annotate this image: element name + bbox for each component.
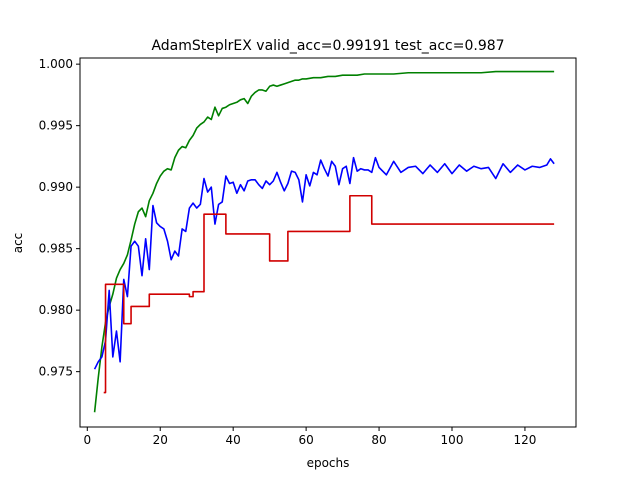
y-axis-label: acc <box>11 233 25 254</box>
y-tick-label: 1.000 <box>39 57 73 71</box>
series-line-2 <box>93 156 555 370</box>
x-tick-label: 80 <box>371 433 386 447</box>
x-tick-label: 100 <box>441 433 464 447</box>
x-tick-label: 40 <box>226 433 241 447</box>
x-axis-label: epochs <box>307 456 350 470</box>
chart-title: AdamSteplrEX valid_acc=0.99191 test_acc=… <box>151 38 504 54</box>
y-tick-label: 0.990 <box>39 180 73 194</box>
series-line-3 <box>103 194 555 394</box>
y-axis-ticks: 0.975 0.980 0.985 0.990 0.995 1.000 <box>39 57 80 379</box>
x-axis-ticks: 0 20 40 60 80 100 120 <box>83 427 536 447</box>
x-tick-label: 60 <box>298 433 313 447</box>
x-tick-label: 20 <box>153 433 168 447</box>
x-tick-label: 120 <box>513 433 536 447</box>
y-tick-label: 0.975 <box>39 365 73 379</box>
y-tick-label: 0.995 <box>39 119 73 133</box>
axes-frame <box>79 57 577 428</box>
plot-area <box>93 70 555 413</box>
x-tick-label: 0 <box>83 433 91 447</box>
y-tick-label: 0.980 <box>39 303 73 317</box>
y-tick-label: 0.985 <box>39 242 73 256</box>
series-line-1 <box>93 70 555 413</box>
